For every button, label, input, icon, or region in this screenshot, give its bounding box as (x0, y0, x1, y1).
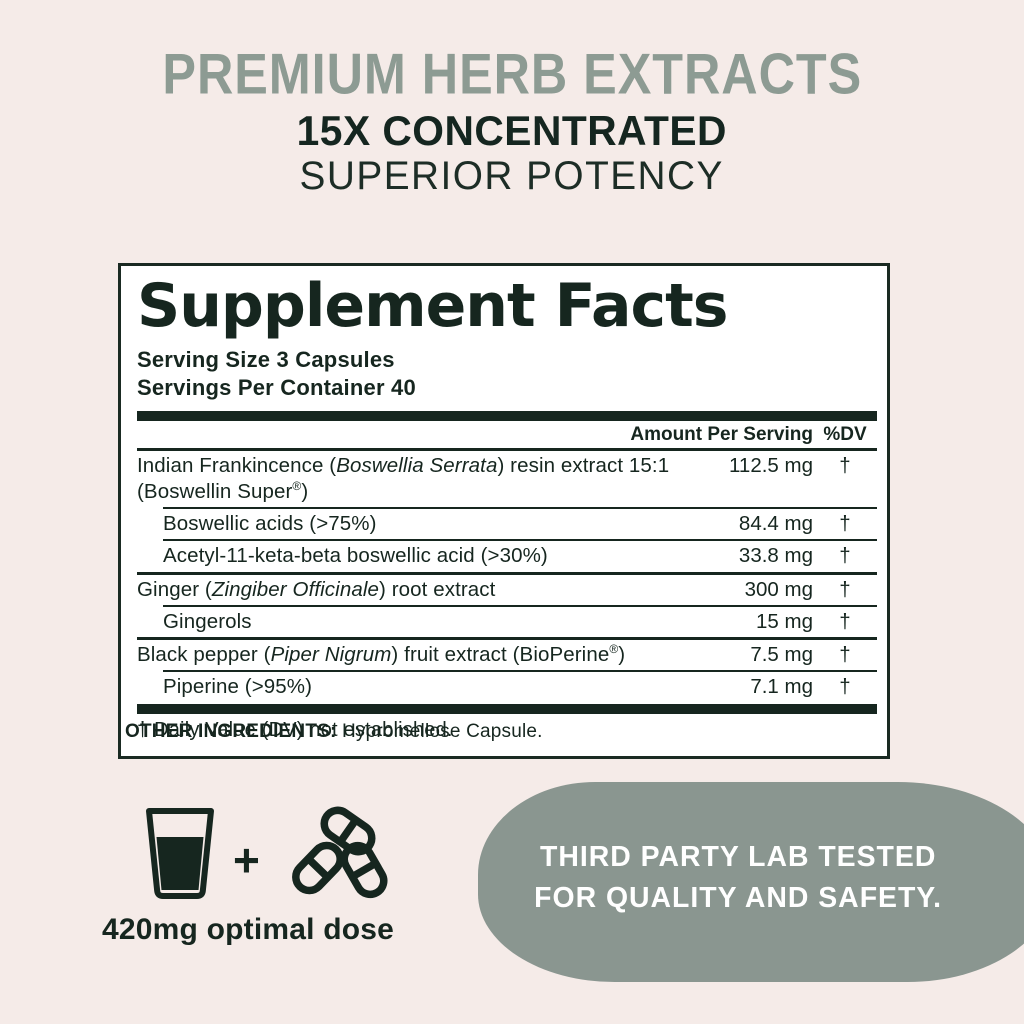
dv-header: %DV (823, 423, 867, 445)
ingredient-name: Gingerols (163, 609, 252, 633)
other-ingredients-label: OTHER INGREDIENTS: (125, 721, 337, 742)
supplement-row: Gingerols 15 mg † (163, 604, 877, 637)
other-ingredients: OTHER INGREDIENTS: Hypromellose Capsule. (125, 721, 543, 743)
ingredient-dv: † (839, 544, 851, 568)
ingredient-amount: 84.4 mg (738, 512, 813, 536)
third-party-badge: THIRD PARTY LAB TESTED FOR QUALITY AND S… (478, 782, 1024, 982)
badge-line1: THIRD PARTY LAB TESTED (540, 841, 937, 873)
supplement-row: Boswellic acids (>75%) 84.4 mg † (163, 507, 877, 539)
ingredient-amount: 15 mg (756, 609, 813, 633)
serving-info: Serving Size 3 Capsules Servings Per Con… (137, 347, 877, 402)
ingredient-name: Black pepper (Piper Nigrum) fruit extrac… (137, 642, 626, 666)
plus-icon: + (233, 834, 260, 886)
headline-superior-potency: SUPERIOR POTENCY (0, 154, 1024, 199)
thick-divider-bottom (137, 704, 877, 715)
table-header-row: Amount Per Serving %DV (137, 421, 877, 451)
ingredient-name: Acetyl-11-keta-beta boswellic acid (>30%… (163, 544, 548, 568)
dose-caption: 420mg optimal dose (102, 913, 395, 946)
headline-line2-text: 15X CONCENTRATED (296, 107, 728, 154)
supplement-row: Ginger (Zingiber Officinale) root extrac… (137, 571, 877, 605)
ingredient-rows: Indian Frankincence (Boswellia Serrata) … (137, 451, 877, 703)
ingredient-name: Piperine (>95%) (163, 675, 313, 699)
headline-line1-text: PREMIUM HERB EXTRACTS (162, 42, 862, 107)
supplement-facts-title: Supplement Facts (137, 271, 729, 341)
other-ingredients-value: Hypromellose Capsule. (336, 721, 543, 742)
headline-line3-text: SUPERIOR POTENCY (299, 154, 725, 198)
supplement-facts-panel: Supplement Facts Serving Size 3 Capsules… (118, 263, 890, 760)
ingredient-amount: 7.5 mg (750, 642, 813, 666)
ingredient-name: Indian Frankincence (Boswellia Serrata) … (137, 453, 670, 503)
supplement-row: Piperine (>95%) 7.1 mg † (163, 670, 877, 702)
badge-line2: FOR QUALITY AND SAFETY. (534, 882, 943, 914)
serving-size: Serving Size 3 Capsules (137, 346, 395, 372)
ingredient-dv: † (839, 512, 851, 536)
supplement-row: Acetyl-11-keta-beta boswellic acid (>30%… (163, 539, 877, 571)
supplement-row: Indian Frankincence (Boswellia Serrata) … (137, 451, 877, 507)
ingredient-amount: 300 mg (744, 577, 813, 601)
ingredient-dv: † (839, 609, 851, 633)
ingredient-name: Boswellic acids (>75%) (163, 512, 377, 536)
ingredient-amount: 33.8 mg (738, 544, 813, 568)
headline-15x-concentrated: 15X CONCENTRATED (0, 107, 1024, 155)
capsules-icon (286, 802, 396, 911)
amount-per-serving-header: Amount Per Serving (630, 423, 813, 445)
ingredient-dv: † (839, 642, 851, 666)
supplement-row: Black pepper (Piper Nigrum) fruit extrac… (137, 636, 877, 670)
servings-per-container: Servings Per Container 40 (137, 375, 416, 401)
ingredient-name: Ginger (Zingiber Officinale) root extrac… (137, 577, 496, 601)
glass-of-water-icon (142, 806, 218, 907)
headline-premium-herb-extracts: PREMIUM HERB EXTRACTS (0, 42, 1024, 107)
ingredient-dv: † (839, 675, 851, 699)
thick-divider-top (137, 410, 877, 421)
ingredient-dv: † (839, 453, 851, 477)
ingredient-amount: 7.1 mg (750, 675, 813, 699)
daily-value-footnote: † Daily Value (DV) not established. (137, 719, 453, 742)
ingredient-amount: 112.5 mg (729, 453, 813, 477)
ingredient-dv: † (839, 577, 851, 601)
